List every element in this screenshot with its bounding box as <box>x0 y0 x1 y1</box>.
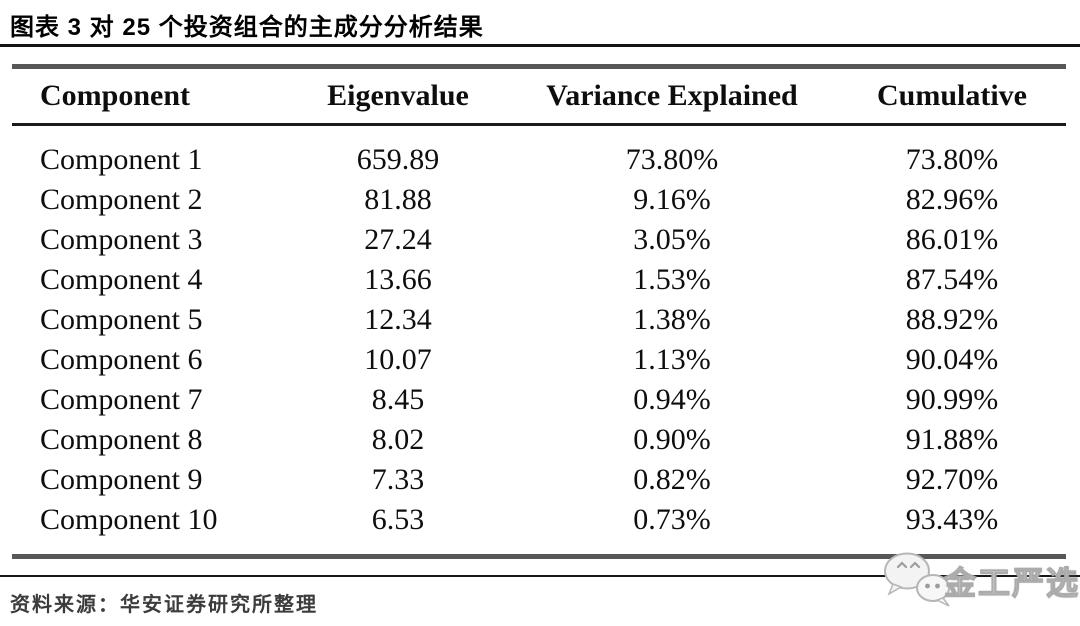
table-row: Component 10 6.53 0.73% 93.43% <box>12 500 1066 540</box>
eigenvalue-cell: 81.88 <box>364 183 432 216</box>
cumulative-cell: 91.88% <box>905 423 999 456</box>
variance-cell: 9.16% <box>633 183 711 216</box>
table-top-rule <box>12 64 1066 69</box>
header-eigenvalue: Eigenvalue <box>327 79 469 112</box>
figure-title: 图表 3 对 25 个投资组合的主成分分析结果 <box>10 14 484 41</box>
variance-cell: 3.05% <box>633 223 711 256</box>
eigenvalue-cell: 659.89 <box>356 143 440 176</box>
table-row: Component 9 7.33 0.82% 92.70% <box>12 460 1066 500</box>
component-cell: Component 5 <box>40 303 203 336</box>
header-cumulative: Cumulative <box>877 79 1027 112</box>
header-variance: Variance Explained <box>546 79 798 112</box>
table-body: Component 1 659.89 73.80% 73.80% Compone… <box>12 126 1066 554</box>
cumulative-cell: 82.96% <box>905 183 999 216</box>
figure-bottom-separator <box>0 575 1080 577</box>
cumulative-cell: 90.99% <box>905 383 999 416</box>
watermark-text: 金工严选 <box>943 564 1080 601</box>
table-row: Component 6 10.07 1.13% 90.04% <box>12 340 1066 380</box>
table-row: Component 1 659.89 73.80% 73.80% <box>12 140 1066 180</box>
component-cell: Component 8 <box>40 423 203 456</box>
component-cell: Component 4 <box>40 263 203 296</box>
eigenvalue-cell: 13.66 <box>364 263 432 296</box>
eigenvalue-cell: 10.07 <box>364 343 432 376</box>
table-header: Component Eigenvalue Variance Explained … <box>12 69 1066 123</box>
cumulative-cell: 93.43% <box>905 503 999 536</box>
table-row: Component 7 8.45 0.94% 90.99% <box>12 380 1066 420</box>
title-underline <box>0 44 1080 47</box>
eigenvalue-cell: 6.53 <box>371 503 425 536</box>
cumulative-cell: 88.92% <box>905 303 999 336</box>
pca-results-table: Component Eigenvalue Variance Explained … <box>12 64 1066 559</box>
watermark: 金工严选 <box>880 548 1080 608</box>
variance-cell: 1.38% <box>633 303 711 336</box>
variance-cell: 0.94% <box>633 383 711 416</box>
eigenvalue-cell: 27.24 <box>364 223 432 256</box>
cumulative-cell: 90.04% <box>905 343 999 376</box>
component-cell: Component 10 <box>40 503 218 536</box>
cumulative-cell: 73.80% <box>905 143 999 176</box>
table-bottom-rule <box>12 554 1066 559</box>
table-row: Component 3 27.24 3.05% 86.01% <box>12 220 1066 260</box>
variance-cell: 0.82% <box>633 463 711 496</box>
table-row: Component 5 12.34 1.38% 88.92% <box>12 300 1066 340</box>
component-cell: Component 3 <box>40 223 203 256</box>
variance-cell: 1.13% <box>633 343 711 376</box>
table-header-row: Component Eigenvalue Variance Explained … <box>12 69 1066 123</box>
data-source-note: 资料来源：华安证券研究所整理 <box>10 594 318 616</box>
wechat-icon <box>884 552 950 607</box>
eigenvalue-cell: 12.34 <box>364 303 432 336</box>
variance-cell: 1.53% <box>633 263 711 296</box>
cumulative-cell: 87.54% <box>905 263 999 296</box>
component-cell: Component 9 <box>40 463 203 496</box>
component-cell: Component 6 <box>40 343 203 376</box>
eigenvalue-cell: 8.45 <box>371 383 425 416</box>
cumulative-cell: 92.70% <box>905 463 999 496</box>
component-cell: Component 1 <box>40 143 203 176</box>
table-row: Component 2 81.88 9.16% 82.96% <box>12 180 1066 220</box>
component-cell: Component 7 <box>40 383 203 416</box>
eigenvalue-cell: 8.02 <box>371 423 425 456</box>
table-row: Component 8 8.02 0.90% 91.88% <box>12 420 1066 460</box>
component-cell: Component 2 <box>40 183 203 216</box>
table-row: Component 4 13.66 1.53% 87.54% <box>12 260 1066 300</box>
variance-cell: 0.90% <box>633 423 711 456</box>
table-header-rule <box>12 123 1066 126</box>
variance-cell: 0.73% <box>633 503 711 536</box>
eigenvalue-cell: 7.33 <box>371 463 425 496</box>
header-component: Component <box>40 79 191 112</box>
cumulative-cell: 86.01% <box>905 223 999 256</box>
variance-cell: 73.80% <box>625 143 719 176</box>
